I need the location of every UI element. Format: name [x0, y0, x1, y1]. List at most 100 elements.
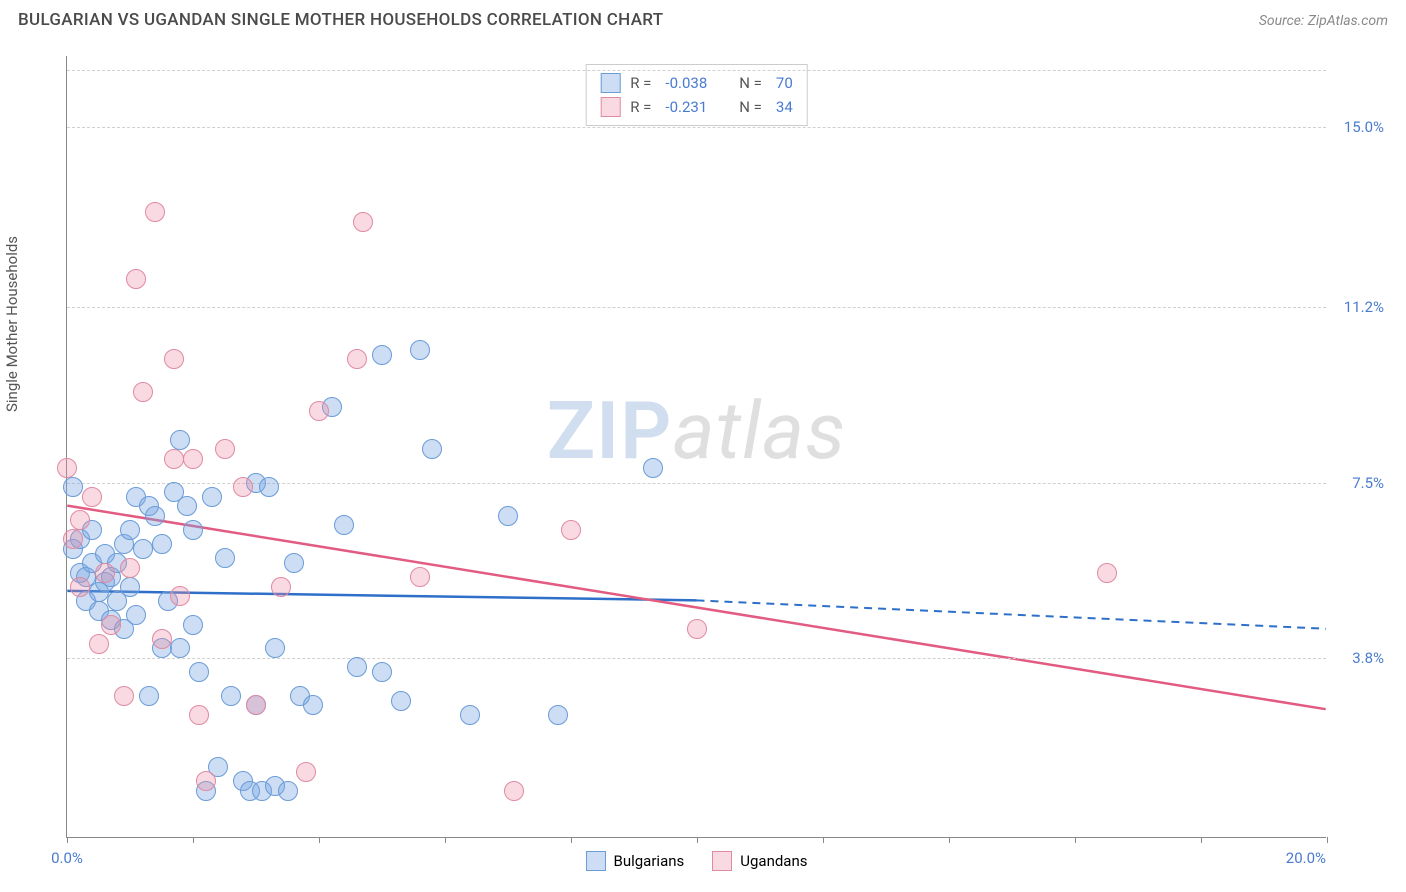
data-point-bulgarians [410, 340, 430, 360]
data-point-ugandans [561, 520, 581, 540]
data-point-bulgarians [183, 615, 203, 635]
plot-area: ZIPatlas R = -0.038 N = 70 R = -0.231 N … [66, 56, 1326, 838]
chart-header: BULGARIAN VS UGANDAN SINGLE MOTHER HOUSE… [0, 0, 1406, 36]
data-point-bulgarians [133, 539, 153, 559]
x-tick [1201, 837, 1202, 843]
data-point-bulgarians [170, 430, 190, 450]
data-point-bulgarians [259, 477, 279, 497]
legend-swatch-bottom-ugandans [712, 851, 732, 871]
data-point-bulgarians [460, 705, 480, 725]
data-point-bulgarians [120, 520, 140, 540]
data-point-ugandans [271, 577, 291, 597]
data-point-ugandans [215, 439, 235, 459]
x-tick [193, 837, 194, 843]
data-point-bulgarians [120, 577, 140, 597]
data-point-bulgarians [170, 638, 190, 658]
grid-line [67, 658, 1326, 659]
data-point-ugandans [353, 212, 373, 232]
data-point-bulgarians [177, 496, 197, 516]
data-point-ugandans [1097, 563, 1117, 583]
y-axis-label: Single Mother Households [3, 236, 21, 412]
data-point-bulgarians [548, 705, 568, 725]
legend-n-label-1: N = [739, 98, 762, 116]
data-point-ugandans [233, 477, 253, 497]
data-point-ugandans [196, 771, 216, 791]
data-point-bulgarians [303, 695, 323, 715]
data-point-bulgarians [183, 520, 203, 540]
data-point-bulgarians [63, 477, 83, 497]
y-tick-label: 11.2% [1344, 298, 1384, 316]
data-point-ugandans [63, 529, 83, 549]
x-tick-label: 20.0% [1286, 849, 1326, 867]
x-tick [823, 837, 824, 843]
data-point-bulgarians [126, 605, 146, 625]
data-point-bulgarians [334, 515, 354, 535]
data-point-ugandans [70, 510, 90, 530]
grid-line [67, 70, 1326, 71]
chart-container: Single Mother Households ZIPatlas R = -0… [18, 44, 1388, 882]
legend-series: Bulgarians Ugandans [585, 851, 807, 871]
data-point-ugandans [504, 781, 524, 801]
data-point-ugandans [347, 349, 367, 369]
legend-item-bulgarians: Bulgarians [585, 851, 684, 871]
legend-r-value-0: -0.038 [665, 74, 707, 92]
data-point-ugandans [296, 762, 316, 782]
data-point-ugandans [133, 382, 153, 402]
data-point-bulgarians [202, 487, 222, 507]
data-point-bulgarians [391, 691, 411, 711]
legend-swatch-ugandans [600, 97, 620, 117]
legend-row-bulgarians: R = -0.038 N = 70 [600, 71, 793, 95]
data-point-bulgarians [372, 345, 392, 365]
data-point-ugandans [114, 686, 134, 706]
data-point-bulgarians [278, 781, 298, 801]
data-point-bulgarians [139, 686, 159, 706]
grid-line [67, 127, 1326, 128]
data-point-ugandans [70, 577, 90, 597]
x-tick [445, 837, 446, 843]
data-point-ugandans [164, 349, 184, 369]
x-tick [1327, 837, 1328, 843]
watermark: ZIPatlas [547, 384, 846, 478]
data-point-bulgarians [643, 458, 663, 478]
data-point-ugandans [101, 615, 121, 635]
legend-label-ugandans: Ugandans [740, 852, 807, 870]
data-point-bulgarians [347, 657, 367, 677]
data-point-ugandans [152, 629, 172, 649]
data-point-bulgarians [372, 662, 392, 682]
data-point-ugandans [120, 558, 140, 578]
legend-n-value-0: 70 [776, 74, 793, 92]
data-point-ugandans [687, 619, 707, 639]
regression-lines [67, 56, 1326, 837]
legend-r-value-1: -0.231 [665, 98, 707, 116]
legend-n-value-1: 34 [776, 98, 793, 116]
x-tick [67, 837, 68, 843]
data-point-bulgarians [498, 506, 518, 526]
data-point-bulgarians [265, 638, 285, 658]
y-tick-label: 3.8% [1352, 649, 1384, 667]
x-tick [571, 837, 572, 843]
data-point-bulgarians [152, 534, 172, 554]
grid-line [67, 307, 1326, 308]
legend-label-bulgarians: Bulgarians [613, 852, 684, 870]
legend-r-label-1: R = [630, 98, 651, 116]
y-tick-label: 15.0% [1344, 118, 1384, 136]
data-point-ugandans [189, 705, 209, 725]
chart-source: Source: ZipAtlas.com [1259, 13, 1388, 29]
data-point-ugandans [89, 634, 109, 654]
data-point-ugandans [183, 449, 203, 469]
x-tick [697, 837, 698, 843]
data-point-ugandans [410, 567, 430, 587]
x-tick [1075, 837, 1076, 843]
legend-r-label-0: R = [630, 74, 651, 92]
data-point-ugandans [57, 458, 77, 478]
watermark-atlas: atlas [672, 384, 846, 478]
y-tick-label: 7.5% [1352, 474, 1384, 492]
data-point-ugandans [145, 202, 165, 222]
x-tick [319, 837, 320, 843]
data-point-bulgarians [145, 506, 165, 526]
legend-correlation: R = -0.038 N = 70 R = -0.231 N = 34 [585, 64, 808, 126]
data-point-ugandans [82, 487, 102, 507]
data-point-bulgarians [422, 439, 442, 459]
chart-title: BULGARIAN VS UGANDAN SINGLE MOTHER HOUSE… [18, 10, 663, 30]
data-point-bulgarians [215, 548, 235, 568]
